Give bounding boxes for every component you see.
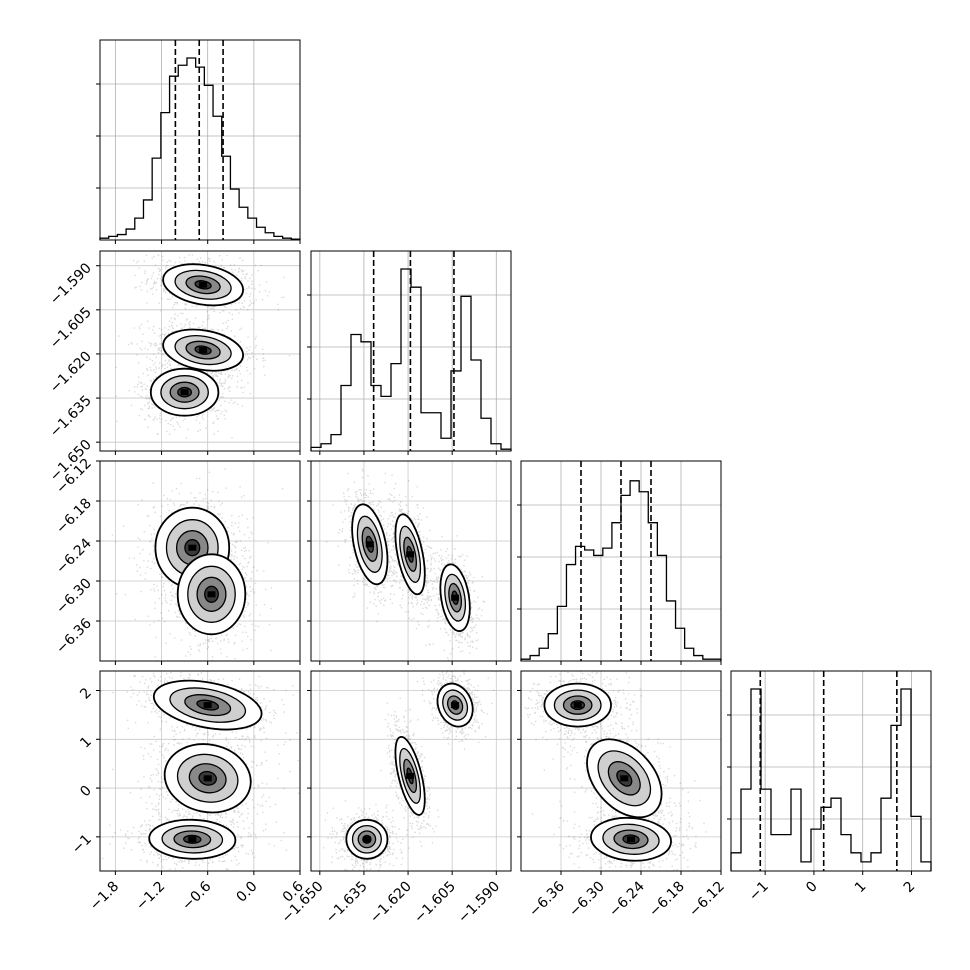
ytick-label-row2-3: −6.18 bbox=[53, 496, 95, 538]
ytick-label-row2-0: −6.36 bbox=[53, 615, 95, 657]
panel-3-1-plot-area bbox=[311, 671, 511, 871]
xtick-label-col0-0: −1.8 bbox=[87, 879, 122, 914]
xtick-label-col0-1: −1.2 bbox=[133, 879, 168, 914]
panel-0-0-frame bbox=[99, 39, 301, 241]
xtick-label-col1-3: −1.605 bbox=[411, 879, 459, 927]
panel-1-0-mode-2-peak bbox=[180, 389, 189, 396]
ytick-label-row2-2: −6.24 bbox=[53, 535, 95, 577]
ytick-label-row1-1: −1.635 bbox=[47, 393, 95, 441]
panel-3-1-mode-0-peak bbox=[451, 702, 460, 709]
xtick-label-col2-0: −6.36 bbox=[526, 878, 568, 920]
panel-3-0-frame bbox=[99, 670, 301, 872]
panel-2-0-mode-0-peak bbox=[188, 544, 197, 551]
xtick-label-col3-0: −1 bbox=[746, 879, 772, 905]
panel-2-1-plot-area bbox=[311, 461, 511, 661]
xtick-label-col3-3: 2 bbox=[901, 879, 919, 897]
xtick-label-col2-2: −6.24 bbox=[606, 878, 648, 920]
panel-3-2-plot-area bbox=[521, 671, 721, 871]
panel-3-0-mode-2-peak bbox=[188, 836, 197, 843]
xtick-label-col0-3: 0.0 bbox=[234, 879, 261, 906]
panel-3-0-mode-0-peak bbox=[203, 702, 212, 709]
xtick-label-col2-3: −6.18 bbox=[646, 879, 688, 921]
panel-1-0-mode-0-peak bbox=[199, 281, 208, 288]
ytick-label-row1-2: −1.620 bbox=[47, 348, 95, 396]
panel-2-2-frame bbox=[520, 460, 722, 662]
panel-2-0-mode-1-peak bbox=[207, 591, 216, 598]
panel-2-1-mode-1-peak bbox=[406, 551, 415, 558]
panel-3-2-mode-0-peak bbox=[573, 702, 582, 709]
xtick-label-col2-1: −6.30 bbox=[566, 879, 608, 921]
panel-1-0-mode-1-peak bbox=[199, 347, 208, 354]
panel-3-3-frame bbox=[730, 670, 932, 872]
panel-3-2-mode-1-peak bbox=[620, 775, 629, 782]
panel-3-1-mode-2-peak bbox=[362, 836, 371, 843]
panel-3-1-frame bbox=[310, 670, 512, 872]
ytick-label-row1-3: −1.605 bbox=[47, 304, 95, 352]
ytick-label-row2-1: −6.30 bbox=[53, 576, 95, 618]
ytick-label-row3-3: 2 bbox=[77, 685, 95, 703]
panel-3-2-frame bbox=[520, 670, 722, 872]
xtick-label-col1-2: −1.620 bbox=[367, 879, 415, 927]
ytick-label-row3-1: 0 bbox=[77, 783, 95, 801]
panel-3-1-mode-1-peak bbox=[406, 772, 415, 779]
panel-2-1-mode-0-peak bbox=[365, 541, 374, 548]
ytick-label-row3-0: −1 bbox=[69, 831, 95, 857]
ytick-label-row3-2: 1 bbox=[77, 734, 95, 752]
panel-2-1-mode-2-peak bbox=[451, 594, 460, 601]
panel-2-1-frame bbox=[310, 460, 512, 662]
panel-3-0-mode-1-peak bbox=[203, 775, 212, 782]
xtick-label-col3-2: 1 bbox=[852, 879, 870, 897]
panel-2-0-frame bbox=[99, 460, 301, 662]
xtick-label-col0-2: −0.6 bbox=[179, 878, 214, 913]
xtick-label-col2-4: −6.12 bbox=[686, 879, 728, 921]
panel-2-2-histogram bbox=[520, 480, 722, 661]
panel-1-1-frame bbox=[310, 250, 512, 452]
xtick-label-col1-1: −1.635 bbox=[323, 879, 371, 927]
panel-1-0-plot-area bbox=[100, 251, 300, 451]
xtick-label-col1-4: −1.590 bbox=[455, 879, 503, 927]
panel-3-2-mode-2-peak bbox=[627, 836, 635, 843]
panel-2-0-plot-area bbox=[100, 461, 300, 661]
ytick-label-row1-4: −1.590 bbox=[47, 260, 95, 308]
panel-1-0-frame bbox=[99, 250, 301, 452]
xtick-label-col3-1: 0 bbox=[803, 879, 821, 897]
panel-3-0-plot-area bbox=[100, 671, 300, 871]
